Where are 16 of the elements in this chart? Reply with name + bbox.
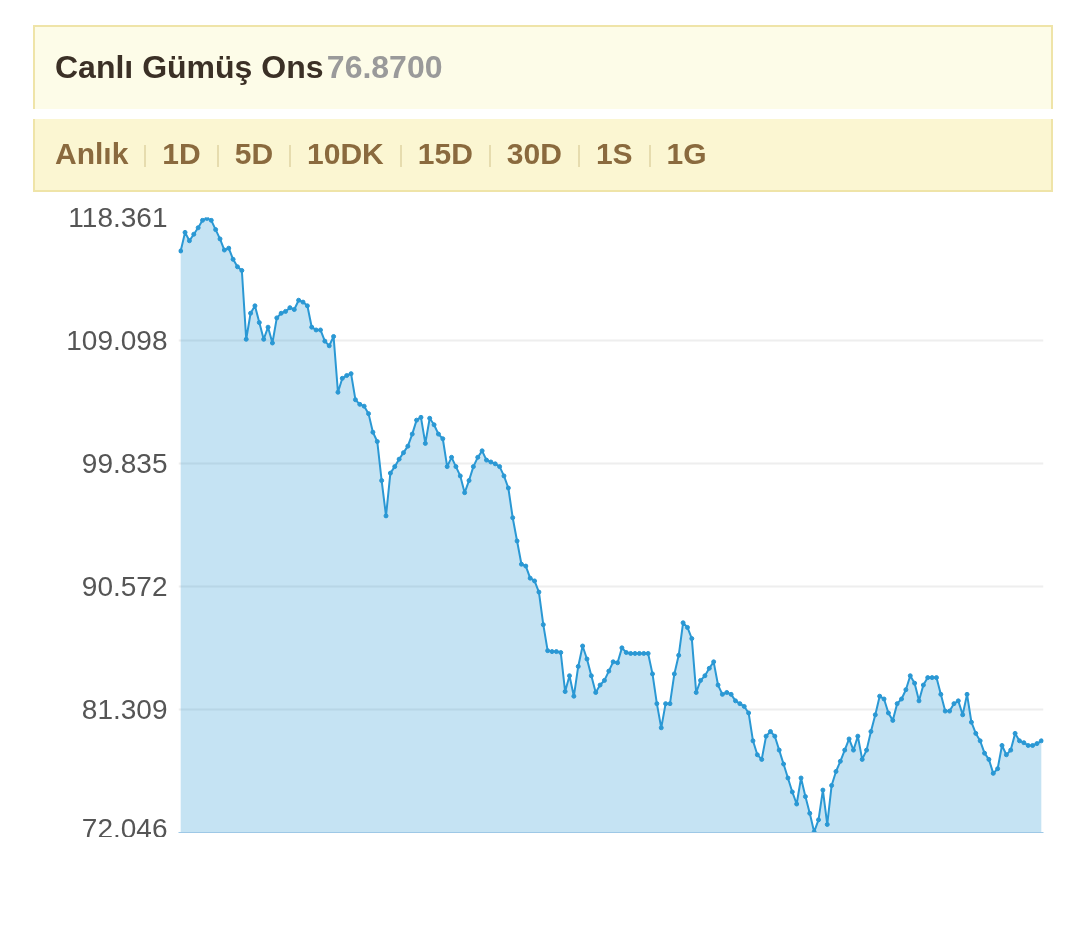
- text: 15D: [417, 136, 473, 170]
- text: 10DK: [307, 136, 384, 170]
- y-tick-label: 109.098: [66, 324, 168, 356]
- text: 30D: [506, 136, 562, 170]
- y-tick-label: 99.835: [81, 447, 168, 479]
- text: 1D: [162, 136, 201, 170]
- text: 1G: [666, 136, 707, 170]
- chart-title: Canlı Gümüş Ons: [55, 49, 324, 85]
- y-tick-label: 72.046: [81, 812, 168, 844]
- y-tick-label: 81.309: [81, 693, 168, 725]
- text: Anlık: [55, 136, 129, 170]
- text: 5D: [234, 136, 274, 170]
- chart-subtitle: 76.8700: [326, 49, 443, 85]
- text: 1S: [595, 136, 633, 170]
- y-tick-label: 118.361: [68, 201, 168, 233]
- y-tick-label: 90.572: [81, 570, 168, 602]
